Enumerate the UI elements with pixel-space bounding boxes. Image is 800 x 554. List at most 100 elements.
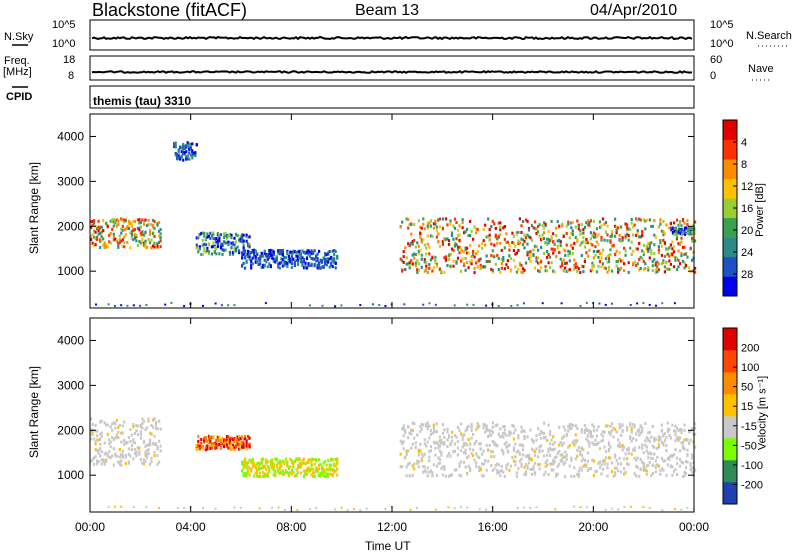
- data-cell: [645, 436, 648, 440]
- data-cell: [186, 141, 189, 145]
- data-cell: [399, 452, 402, 456]
- data-cell: [527, 453, 531, 457]
- data-cell: [660, 244, 663, 248]
- data-cell: [651, 463, 654, 467]
- data-cell: [120, 217, 123, 221]
- data-cell: [450, 435, 454, 439]
- data-cell: [490, 267, 493, 271]
- data-cell: [425, 267, 428, 271]
- data-cell: [626, 226, 629, 229]
- data-cell: [158, 234, 161, 238]
- data-cell: [93, 456, 96, 460]
- data-cell: [648, 430, 651, 434]
- data-cell: [112, 232, 115, 236]
- data-cell: [476, 265, 479, 269]
- data-cell: [549, 430, 552, 434]
- data-cell: [115, 433, 118, 437]
- data-cell: [197, 250, 200, 254]
- data-cell: [553, 248, 556, 252]
- data-cell: [520, 430, 523, 434]
- data-cell: [550, 261, 553, 265]
- data-cell: [589, 430, 592, 434]
- data-cell: [145, 449, 149, 453]
- data-cell: [307, 469, 310, 473]
- data-cell: [425, 444, 428, 448]
- data-cell: [295, 468, 298, 472]
- data-cell: [583, 257, 586, 261]
- data-cell: [405, 262, 408, 266]
- data-cell: [467, 251, 470, 255]
- data-cell: [434, 430, 437, 434]
- data-cell: [164, 303, 167, 306]
- data-cell: [185, 145, 188, 149]
- data-cell: [209, 444, 212, 448]
- data-cell: [256, 472, 259, 476]
- data-cell: [621, 423, 624, 427]
- data-cell: [579, 466, 582, 470]
- data-cell: [517, 248, 520, 252]
- data-cell: [673, 227, 676, 231]
- data-cell: [94, 236, 97, 239]
- data-cell: [278, 266, 281, 270]
- data-cell: [438, 444, 441, 448]
- data-cell: [656, 463, 659, 467]
- data-cell: [586, 459, 589, 463]
- data-cell: [683, 228, 687, 232]
- data-cell: [506, 259, 509, 263]
- data-cell: [479, 468, 482, 472]
- data-cell: [432, 440, 435, 444]
- data-cell: [669, 252, 672, 256]
- data-cell: [437, 218, 440, 222]
- data-cell: [630, 452, 633, 456]
- data-cell: [244, 437, 247, 441]
- data-cell: [481, 246, 484, 250]
- data-cell: [227, 435, 230, 439]
- data-cell: [432, 266, 435, 270]
- data-cell: [142, 419, 146, 423]
- data-cell: [520, 462, 523, 466]
- data-cell: [647, 241, 650, 245]
- data-cell: [647, 247, 650, 251]
- data-cell: [133, 432, 136, 435]
- data-cell: [473, 271, 476, 275]
- data-cell: [315, 468, 318, 472]
- data-cell: [228, 233, 232, 237]
- data-cell: [242, 246, 245, 250]
- data-cell: [677, 438, 680, 442]
- data-cell: [601, 467, 605, 471]
- data-cell: [496, 444, 499, 448]
- data-cell: [408, 431, 411, 435]
- data-cell: [655, 304, 657, 307]
- data-cell: [600, 439, 603, 443]
- data-cell: [632, 448, 635, 452]
- data-cell: [603, 266, 606, 270]
- data-cell: [453, 434, 457, 437]
- data-cell: [318, 463, 321, 467]
- data-cell: [502, 470, 505, 474]
- data-cell: [641, 257, 644, 261]
- data-cell: [532, 253, 535, 256]
- data-cell: [455, 243, 458, 246]
- data-cell: [583, 463, 586, 467]
- data-cell: [609, 430, 612, 434]
- data-cell: [591, 234, 594, 238]
- data-cell: [228, 442, 232, 446]
- data-cell: [238, 251, 241, 255]
- data-cell: [609, 253, 612, 257]
- data-cell: [586, 451, 589, 455]
- data-cell: [639, 218, 642, 222]
- data-cell: [121, 238, 124, 242]
- data-cell: [617, 444, 620, 448]
- data-cell: [289, 259, 292, 263]
- data-cell: [520, 425, 523, 429]
- data-cell: [413, 462, 416, 466]
- data-cell: [583, 431, 586, 434]
- data-cell: [666, 463, 669, 467]
- data-cell: [99, 420, 102, 424]
- data-cell: [449, 222, 452, 226]
- data-cell: [493, 222, 496, 226]
- data-cell: [607, 268, 611, 272]
- data-cell: [691, 227, 694, 231]
- data-cell: [248, 253, 251, 257]
